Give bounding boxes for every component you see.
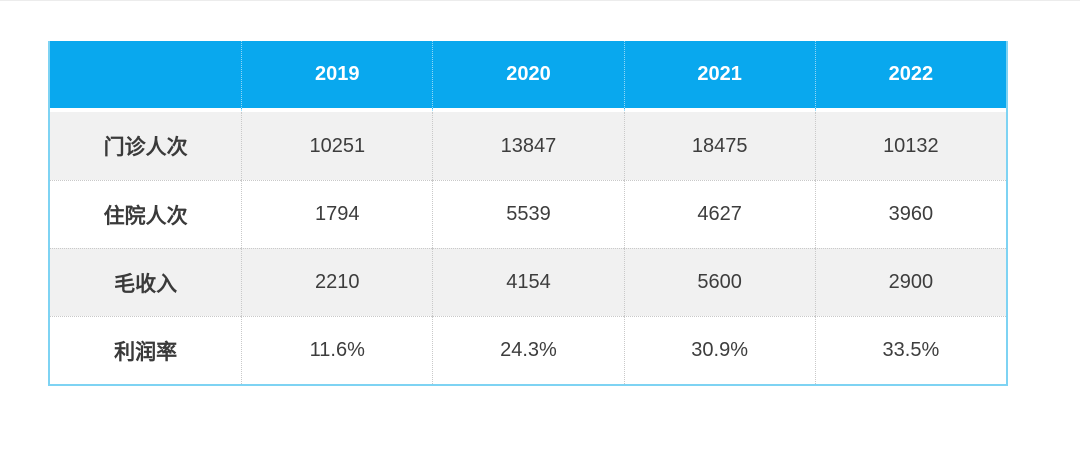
table-cell: 5539 [432,180,624,248]
table-cell: 1794 [241,180,433,248]
row-label-cell: 住院人次 [50,180,242,248]
table-cell: 5600 [623,248,815,316]
table-cell: 13847 [432,112,624,180]
table-cell: 10132 [814,112,1006,180]
table-cell: 24.3% [432,316,624,384]
table-cell: 11.6% [241,316,433,384]
row-label-cell: 毛收入 [50,248,242,316]
table-header: 2019 2020 2021 2022 [50,41,1006,112]
table-cell: 4627 [623,180,815,248]
table-cell: 30.9% [623,316,815,384]
table-row: 毛收入 2210 4154 5600 2900 [50,248,1006,316]
row-label-cell: 门诊人次 [50,112,242,180]
year-column-header: 2021 [623,41,815,112]
table-row: 住院人次 1794 5539 4627 3960 [50,180,1006,248]
table-row: 门诊人次 10251 13847 18475 10132 [50,112,1006,180]
year-column-header: 2019 [241,41,433,112]
table-cell: 33.5% [814,316,1006,384]
data-table-container: 2019 2020 2021 2022 门诊人次 10251 13847 184… [48,41,1008,386]
table-cell: 18475 [623,112,815,180]
table-cell: 10251 [241,112,433,180]
table-cell: 2210 [241,248,433,316]
corner-header-cell [50,41,242,112]
table-row: 利润率 11.6% 24.3% 30.9% 33.5% [50,316,1006,384]
header-row: 2019 2020 2021 2022 [50,41,1006,112]
table-cell: 2900 [814,248,1006,316]
table-cell: 3960 [814,180,1006,248]
year-column-header: 2022 [814,41,1006,112]
year-column-header: 2020 [432,41,624,112]
row-label-cell: 利润率 [50,316,242,384]
table-cell: 4154 [432,248,624,316]
table-body: 门诊人次 10251 13847 18475 10132 住院人次 1794 5… [50,112,1006,384]
yearly-metrics-table: 2019 2020 2021 2022 门诊人次 10251 13847 184… [50,41,1006,384]
